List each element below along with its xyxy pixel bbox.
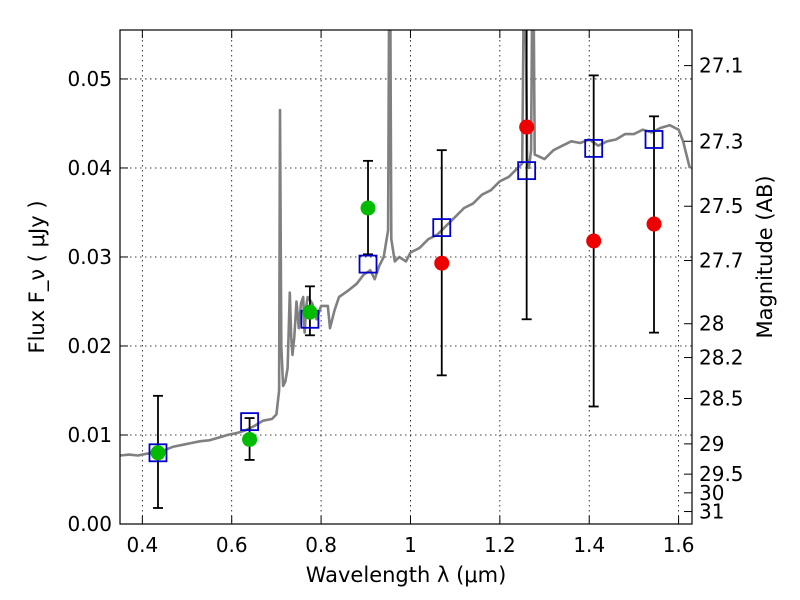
- x-tick-label: 0.4: [126, 533, 158, 557]
- x-tick-label: 0.6: [216, 533, 248, 557]
- model-photometry-square: [432, 218, 452, 238]
- x-tick-label: 1.2: [484, 533, 516, 557]
- y-tick-label: 0.05: [67, 67, 112, 91]
- y-tick-label: 0.01: [67, 423, 112, 447]
- mag-tick-label: 28.5: [699, 386, 744, 410]
- detection-point: [150, 445, 166, 461]
- non-detection-point: [519, 119, 535, 135]
- mag-tick-label: 29: [699, 432, 724, 456]
- mag-tick-label: 27.3: [699, 129, 744, 153]
- mag-tick-label: 28: [699, 312, 724, 336]
- model-photometry-square: [644, 130, 664, 149]
- model-photometry-square: [358, 254, 378, 274]
- non-detection-point: [646, 216, 662, 232]
- spectrum-line: [120, 30, 692, 457]
- model-photometry-square: [517, 161, 537, 181]
- spectrum-layer: [120, 30, 692, 457]
- tick-layer: 0.4 0.6 0.8 1 1.2 1.4 1.6 0.00 0.01 0.02 0.03 0.04 0…: [67, 30, 744, 557]
- errorbar-layer: [152, 30, 660, 509]
- detection-point: [360, 200, 376, 216]
- marker-layer: [148, 119, 664, 463]
- mag-tick-label: 27.5: [699, 194, 744, 218]
- detection-point: [242, 431, 258, 447]
- model-photometry-square: [148, 443, 168, 463]
- mag-tick-label: 27.1: [699, 54, 744, 78]
- x-tick-label: 1.6: [663, 533, 695, 557]
- non-detection-point: [586, 233, 602, 249]
- x-axis-label: Wavelength λ (μm): [306, 563, 507, 587]
- y2-axis-label: Magnitude (AB): [753, 175, 777, 338]
- y-tick-label: 0.03: [67, 245, 112, 269]
- x-tick-label: 0.8: [305, 533, 337, 557]
- mag-tick-label: 31: [699, 500, 724, 524]
- mag-tick-label: 28.2: [699, 346, 744, 370]
- detection-point: [302, 304, 318, 320]
- y-tick-label: 0.00: [67, 512, 112, 536]
- non-detection-point: [434, 255, 450, 271]
- model-photometry-square: [584, 138, 604, 158]
- mag-tick-label: 29.5: [699, 462, 744, 486]
- mag-tick-label: 27.7: [699, 249, 744, 273]
- model-photometry-square: [240, 412, 259, 432]
- y-tick-label: 0.02: [67, 334, 112, 358]
- y-axis-label: Flux F_ν ( μJy ): [25, 200, 50, 353]
- grid-layer: [120, 30, 692, 525]
- mag-tick-label: 30: [699, 481, 724, 505]
- y-tick-label: 0.04: [67, 156, 112, 180]
- x-tick-label: 1.4: [573, 533, 605, 557]
- plot-frame: [119, 29, 693, 525]
- x-tick-label: 1: [404, 533, 417, 557]
